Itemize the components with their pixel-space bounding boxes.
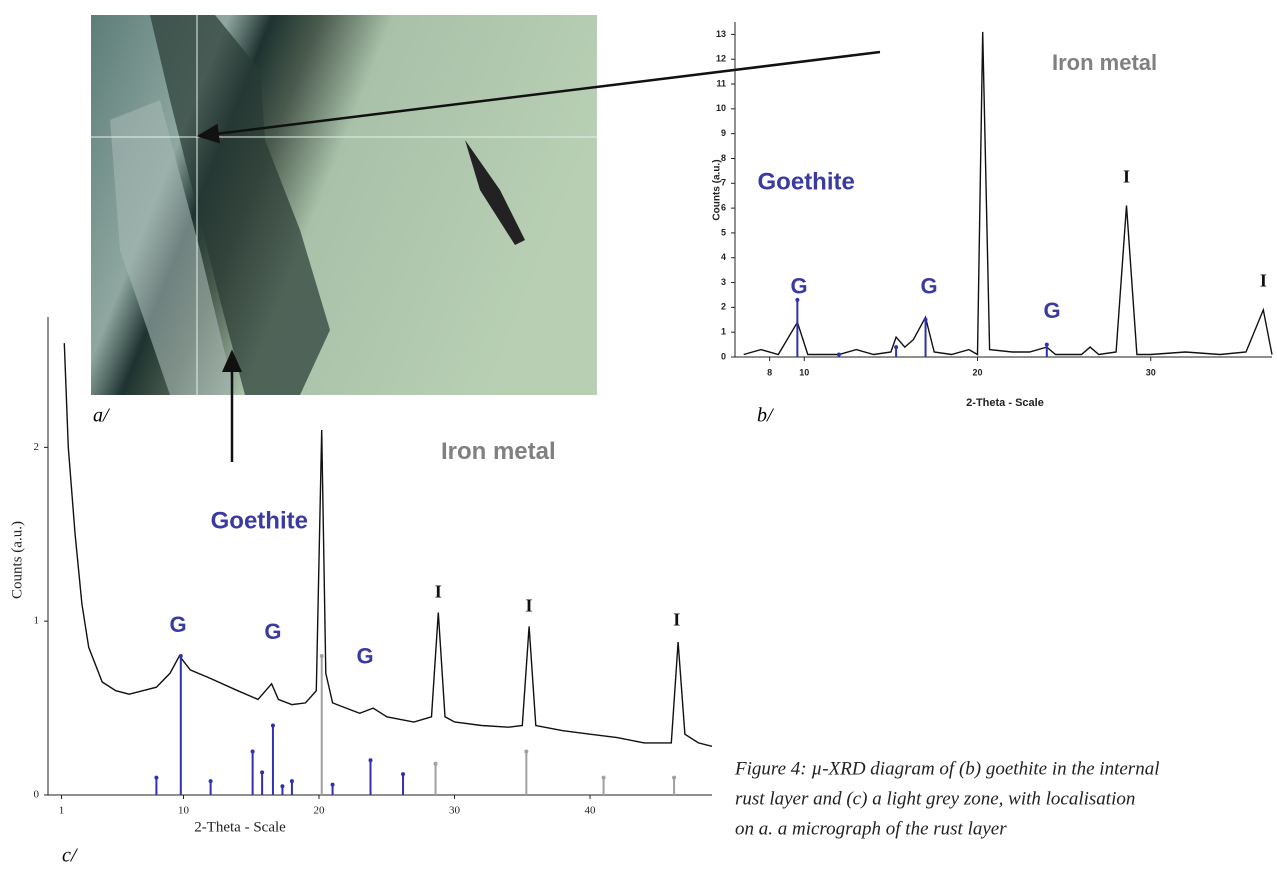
x-tick-label: 30 bbox=[449, 805, 461, 817]
y-tick-label: 4 bbox=[721, 252, 726, 262]
reference-peak-tip bbox=[894, 345, 899, 350]
annotation: I bbox=[435, 581, 442, 601]
annotation: I bbox=[1260, 271, 1267, 291]
x-tick-label: 10 bbox=[178, 805, 190, 817]
grey-zone bbox=[110, 100, 235, 395]
y-tick-label: 2 bbox=[721, 302, 726, 312]
y-axis-label: Counts (a.u.) bbox=[712, 159, 723, 220]
annotation: I bbox=[1123, 166, 1130, 186]
y-tick-label: 6 bbox=[721, 202, 726, 212]
x-tick-label: 20 bbox=[973, 367, 983, 377]
y-tick-label: 9 bbox=[721, 128, 726, 138]
y-tick-label: 0 bbox=[34, 789, 40, 801]
y-tick-label: 11 bbox=[716, 78, 726, 88]
x-tick-label: 10 bbox=[799, 367, 809, 377]
reference-peak-tip bbox=[601, 775, 606, 780]
y-tick-label: 1 bbox=[721, 327, 726, 337]
micrograph bbox=[91, 15, 597, 395]
x-tick-label: 1 bbox=[59, 805, 65, 817]
panel-label: b/ bbox=[757, 405, 775, 427]
reference-peak-tip bbox=[319, 653, 324, 658]
y-tick-label: 10 bbox=[716, 103, 726, 113]
reference-peak-tip bbox=[250, 749, 255, 754]
annotation: G bbox=[920, 273, 937, 298]
annotation: Goethite bbox=[211, 507, 308, 534]
arrow bbox=[196, 50, 881, 144]
reference-peak-tip bbox=[260, 770, 265, 775]
reference-peak-tip bbox=[672, 775, 677, 780]
panel-label: c/ bbox=[62, 845, 79, 867]
annotation: Goethite bbox=[758, 169, 855, 196]
y-tick-label: 13 bbox=[716, 29, 726, 39]
reference-peak-tip bbox=[923, 317, 928, 322]
reference-peak-tip bbox=[795, 297, 800, 302]
annotation: I bbox=[673, 609, 680, 629]
annotation: I bbox=[526, 595, 533, 615]
reference-peak-tip bbox=[1044, 342, 1049, 347]
annotation: G bbox=[170, 612, 187, 637]
y-tick-label: 7 bbox=[721, 178, 726, 188]
caption-line: Figure 4: µ-XRD diagram of (b) goethite … bbox=[734, 758, 1159, 779]
crack bbox=[465, 140, 525, 245]
reference-peak-tip bbox=[208, 779, 213, 784]
rust-layer bbox=[150, 15, 330, 395]
reference-peak-tip bbox=[330, 782, 335, 787]
reference-peak-tip bbox=[178, 653, 183, 658]
x-tick-label: 30 bbox=[1146, 367, 1156, 377]
y-tick-label: 2 bbox=[34, 441, 40, 453]
reference-peak-tip bbox=[836, 352, 841, 357]
y-tick-label: 5 bbox=[721, 227, 726, 237]
y-axis-label: Counts (a.u.) bbox=[9, 521, 25, 599]
reference-peak-tip bbox=[524, 749, 529, 754]
y-tick-label: 8 bbox=[721, 153, 726, 163]
panel-label: a/ bbox=[93, 405, 111, 427]
annotation: G bbox=[1043, 298, 1060, 323]
xrd-pattern bbox=[63, 343, 713, 747]
chart: 1 10 20 30 40 0 1 2 2-Theta - Scale Counts (a.u.)… bbox=[9, 317, 713, 867]
annotation: G bbox=[791, 273, 808, 298]
caption-line: rust layer and (c) a light grey zone, wi… bbox=[735, 788, 1135, 809]
reference-peak-tip bbox=[270, 723, 275, 728]
y-tick-label: 1 bbox=[34, 615, 40, 627]
reference-peak-tip bbox=[289, 779, 294, 784]
reference-peak-tip bbox=[280, 784, 285, 789]
reference-peak-tip bbox=[368, 758, 373, 763]
x-tick-label: 20 bbox=[314, 805, 326, 817]
reference-peak-tip bbox=[401, 772, 406, 777]
annotation: G bbox=[357, 643, 374, 668]
x-tick-label: 8 bbox=[767, 367, 772, 377]
x-tick-label: 40 bbox=[585, 805, 597, 817]
reference-peak-tip bbox=[154, 775, 159, 780]
y-tick-label: 3 bbox=[721, 277, 726, 287]
annotation: Iron metal bbox=[441, 438, 556, 465]
x-axis-label: 2-Theta - Scale bbox=[194, 819, 286, 835]
annotation: Iron metal bbox=[1052, 50, 1157, 75]
annotation: G bbox=[264, 619, 281, 644]
y-tick-label: 0 bbox=[721, 351, 726, 361]
xrd-pattern bbox=[743, 31, 1273, 356]
y-tick-label: 12 bbox=[716, 54, 726, 64]
caption-line: on a. a micrograph of the rust layer bbox=[735, 818, 1007, 839]
reference-peak-tip bbox=[433, 761, 438, 766]
x-axis-label: 2-Theta - Scale bbox=[966, 397, 1044, 409]
